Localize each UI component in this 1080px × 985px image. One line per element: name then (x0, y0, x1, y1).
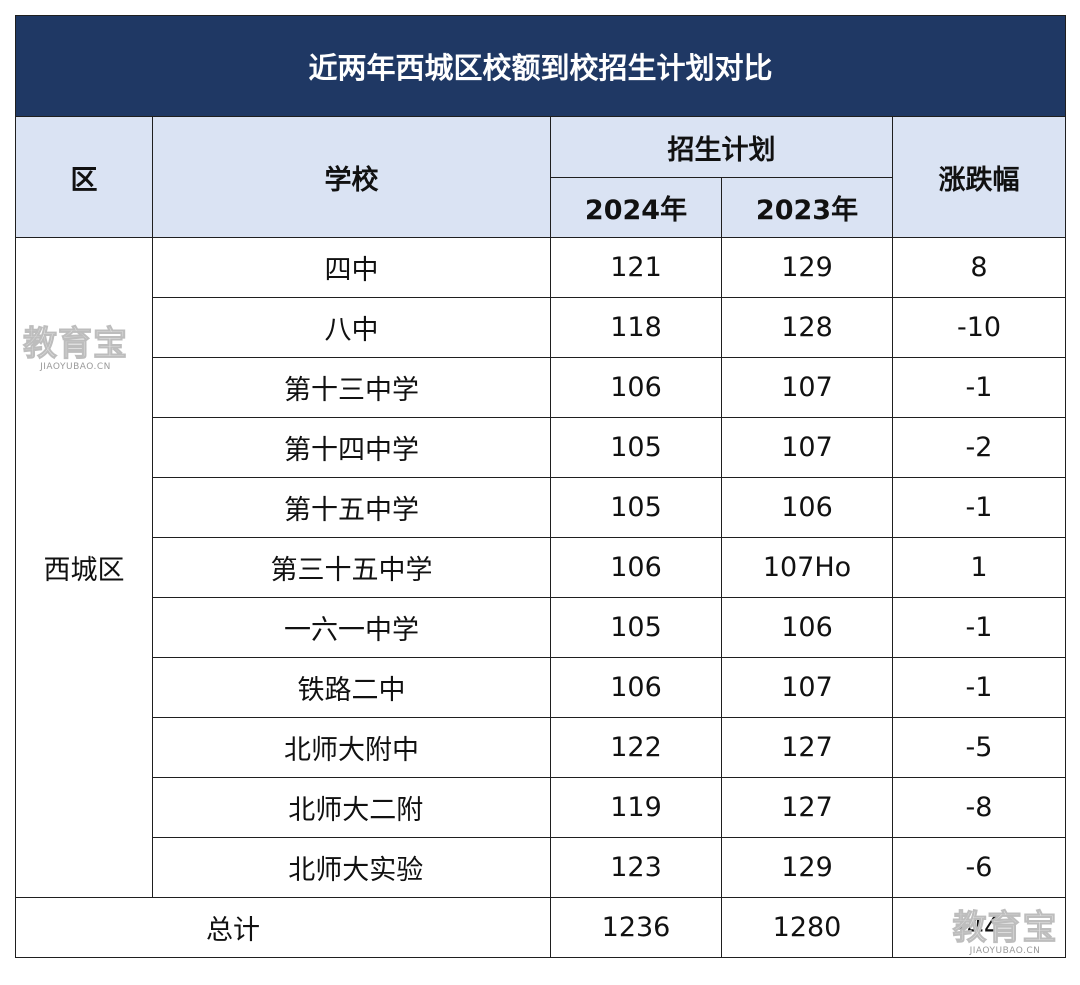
change-value: -10 (891, 297, 1067, 358)
plan-2024: 123 (550, 837, 722, 898)
plan-2024: 118 (550, 297, 722, 358)
table-row: 西城区 四中 121 129 8 (15, 237, 1067, 898)
change-value: 1 (891, 537, 1067, 598)
school-name: 北师大附中 (152, 717, 551, 778)
table-row: 北师大实验 123 129 -6 (16, 837, 1067, 898)
plan-2024: 105 (550, 417, 722, 478)
table-row: 北师大附中 122 127 -5 (16, 717, 1067, 778)
district-cell: 西城区 (15, 237, 153, 898)
total-2024: 1236 (550, 897, 722, 958)
school-name: 北师大实验 (152, 837, 551, 898)
school-name: 四中 (152, 237, 551, 298)
total-row: 总计 1236 1280 -44 (15, 897, 1067, 958)
enrollment-comparison-table: 近两年西城区校额到校招生计划对比 区 学校 招生计划 涨跌幅 2024年 202… (14, 15, 1067, 958)
school-name: 第十四中学 (152, 417, 551, 478)
change-value: -1 (891, 657, 1067, 718)
plan-2024: 106 (550, 537, 722, 598)
table-row: 第十四中学 105 107 -2 (16, 417, 1067, 478)
plan-2024: 122 (550, 717, 722, 778)
table-row: 铁路二中 106 107 -1 (16, 657, 1067, 718)
plan-2023: 127 (721, 717, 893, 778)
plan-2024: 121 (550, 237, 722, 298)
change-value: -6 (891, 837, 1067, 898)
plan-2023: 128 (721, 297, 893, 358)
total-label: 总计 (15, 897, 551, 958)
total-change: -44 (891, 897, 1067, 958)
table-row: 一六一中学 105 106 -1 (16, 597, 1067, 658)
school-name: 第十三中学 (152, 357, 551, 418)
change-value: -1 (891, 477, 1067, 538)
plan-2024: 119 (550, 777, 722, 838)
header-enrollment-plan: 招生计划 (550, 116, 893, 178)
plan-2023: 127 (721, 777, 893, 838)
change-value: -1 (891, 357, 1067, 418)
header-change: 涨跌幅 (891, 116, 1067, 238)
plan-2023: 107Ho (721, 537, 893, 598)
school-name: 八中 (152, 297, 551, 358)
table-row: 八中 118 128 -10 (16, 297, 1067, 358)
header-school: 学校 (152, 116, 551, 238)
plan-2023: 106 (721, 597, 893, 658)
school-name: 铁路二中 (152, 657, 551, 718)
change-value: -2 (891, 417, 1067, 478)
school-name: 北师大二附 (152, 777, 551, 838)
school-name: 第三十五中学 (152, 537, 551, 598)
school-name: 第十五中学 (152, 477, 551, 538)
header-year-2024: 2024年 (550, 177, 722, 238)
plan-2023: 129 (721, 837, 893, 898)
plan-2023: 107 (721, 657, 893, 718)
change-value: -1 (891, 597, 1067, 658)
plan-2023: 107 (721, 417, 893, 478)
header-year-2023: 2023年 (721, 177, 893, 238)
change-value: -5 (891, 717, 1067, 778)
plan-2024: 105 (550, 597, 722, 658)
plan-2024: 106 (550, 657, 722, 718)
table-row: 第三十五中学 106 107Ho 1 (16, 537, 1067, 598)
header-district: 区 (15, 116, 153, 238)
table-row: 第十三中学 106 107 -1 (16, 357, 1067, 418)
plan-2024: 106 (550, 357, 722, 418)
change-value: 8 (891, 237, 1067, 298)
plan-2023: 107 (721, 357, 893, 418)
plan-2023: 106 (721, 477, 893, 538)
total-2023: 1280 (721, 897, 893, 958)
table-row: 北师大二附 119 127 -8 (16, 777, 1067, 838)
table-row: 第十五中学 105 106 -1 (16, 477, 1067, 538)
change-value: -8 (891, 777, 1067, 838)
plan-2023: 129 (721, 237, 893, 298)
enrollment-comparison-table-wrapper: 近两年西城区校额到校招生计划对比 区 学校 招生计划 涨跌幅 2024年 202… (14, 15, 1067, 958)
school-name: 一六一中学 (152, 597, 551, 658)
plan-2024: 105 (550, 477, 722, 538)
table-title: 近两年西城区校额到校招生计划对比 (14, 15, 1067, 117)
